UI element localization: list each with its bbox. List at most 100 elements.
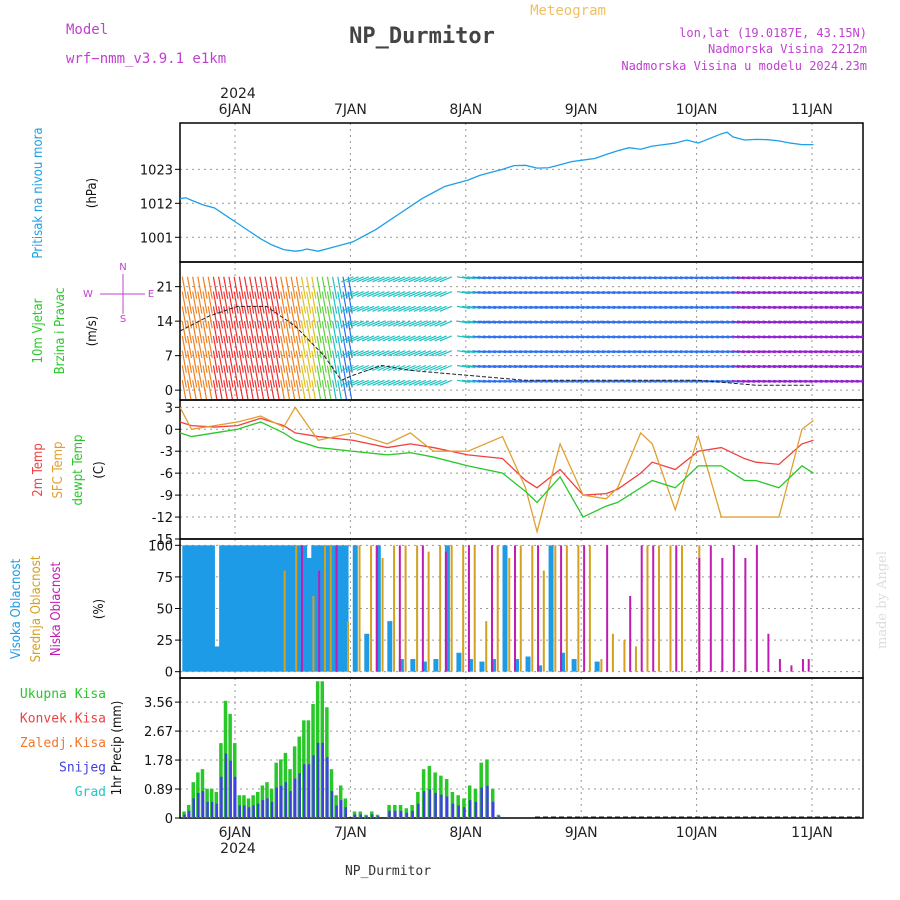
cloud-bar-mid_cloud [681,545,684,672]
wind-arrow [695,290,709,295]
wind-arrow [633,320,647,324]
wind-arrow [783,276,797,280]
cloud-bar-low_cloud [767,633,770,672]
wind-arrow [695,364,709,369]
precip-bar-snow [388,810,391,818]
wind-arrow [524,364,538,369]
wind-arrow [586,305,600,309]
cloud-bar-low_cloud [675,545,678,672]
wind-arrow [814,276,828,280]
wind-arrow [392,350,406,357]
wind-arrow [835,290,849,295]
wind-arrow [545,276,559,280]
wind-arrow [508,350,522,354]
wind-arrow [275,306,281,329]
wind-arrow [845,335,859,339]
wind-arrow [341,320,354,327]
wind-arrow [341,276,354,283]
cloud-bar-high_cloud [232,545,238,672]
wind-arrow [840,305,854,309]
wind-arrow [264,306,270,329]
wind-arrow [285,321,291,344]
cloud-bar-mid_cloud [496,545,499,672]
wind-arrow [367,320,380,327]
wind-arrow [721,276,735,280]
temp-line-dewpoint [179,421,814,518]
wind-arrow [351,379,364,386]
wind-arrow [819,350,833,354]
wind-arrow [493,320,507,324]
wind-arrow [488,305,502,309]
wind-arrow [341,350,354,357]
wind-arrow [824,320,839,324]
wind-arrow [233,350,239,373]
wind-arrow [503,320,517,324]
wind-arrow [429,379,442,386]
wind-arrow [798,290,813,295]
wind-arrow [439,364,453,372]
wind-arrow [778,350,792,354]
wind-arrow [627,290,642,295]
wind-arrow [555,305,569,309]
wind-arrow [467,320,481,324]
precip-bar-snow [359,814,363,818]
cloud-bar-high_cloud [214,646,220,672]
wind-arrow [845,305,859,309]
wind-arrow [648,350,662,354]
wind-arrow [439,291,453,298]
wind-arrow [679,276,693,280]
wind-arrow [280,291,286,314]
wind-arrow [392,379,406,386]
wind-arrow [627,364,642,369]
wind-arrow [819,335,833,339]
y-tick-label: 1012 [140,197,173,212]
wind-arrow [285,335,291,359]
wind-arrow [300,350,307,373]
y-tick-label: 25 [156,634,173,649]
cloud-bar-high_cloud [302,545,308,672]
wind-arrow [326,321,333,344]
model-label: Model [66,22,108,38]
precip-bar-snow [187,810,191,818]
wind-arrow [398,305,411,312]
wind-arrow [326,291,333,314]
top-day-label: 6JAN [219,102,252,118]
wind-arrow [830,364,844,369]
wind-arrow [341,291,354,298]
wind-arrow [424,320,437,327]
wind-arrow [382,335,396,342]
wind-arrow [819,276,833,280]
wind-arrow [408,276,421,283]
wind-arrow [456,335,471,339]
wind-arrow [565,350,579,354]
wind-arrow [835,276,849,280]
wind-arrow [207,276,213,299]
wind-arrow [607,320,621,324]
wind-arrow [778,364,792,369]
wind-arrow [824,364,839,369]
precip-bar-snow [316,742,320,818]
y-tick-label: -12 [152,511,173,526]
compass-w: W [83,289,93,300]
wind-arrow [529,290,543,295]
wind-arrow [429,276,442,283]
wind-arrow [217,291,224,314]
precip-bar-snow [270,801,274,818]
wind-arrow [731,305,745,309]
top-time-axis: 6JAN 7JAN 8JAN 9JAN 10JAN 11JAN [219,102,833,118]
wind-arrow [731,320,745,324]
cloud-bar-low_cloud [709,545,712,672]
wind-arrow [259,380,265,400]
wind-arrow [700,305,714,309]
wind-arrow [731,276,745,280]
wind-arrow [726,290,740,295]
wind-arrow [434,276,447,283]
wind-arrow [367,350,380,357]
wind-arrow [197,380,203,400]
wind-arrow [382,379,396,386]
wind-arrow [377,320,390,327]
wind-arrow [550,290,564,295]
wind-arrow [653,276,668,280]
wind-arrow [295,321,301,344]
cloud-low-label: Niska Oblacnost [49,561,64,656]
